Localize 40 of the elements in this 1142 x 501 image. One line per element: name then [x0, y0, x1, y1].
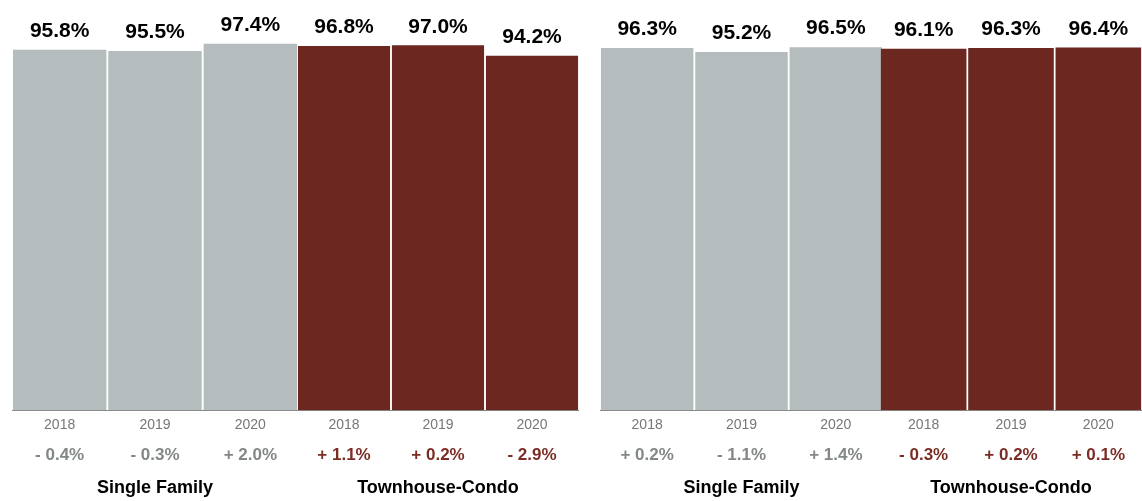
x-axis-title: Single Family: [683, 476, 800, 497]
x-tick-label: 2020: [1082, 416, 1115, 433]
data-label: 96.3%: [617, 16, 678, 40]
data-label: 95.5%: [125, 19, 186, 43]
text: + 2.0%: [223, 444, 278, 464]
text: - 0.4%: [35, 444, 85, 464]
text: - 1.1%: [716, 444, 767, 464]
text: + 0.2%: [620, 444, 674, 464]
data-label: 95.8%: [29, 18, 90, 42]
x-tick-label: 2019: [422, 416, 454, 433]
text: + 0.2%: [411, 444, 465, 464]
data-label: 96.4%: [1068, 15, 1129, 39]
data-label: 97.0%: [408, 13, 469, 37]
text: - 0.3%: [130, 444, 180, 464]
x-tick-label: 2018: [328, 416, 360, 433]
text: - 2.9%: [507, 444, 557, 464]
data-label: 96.5%: [806, 15, 866, 39]
x-axis-title: Single Family: [96, 476, 214, 497]
x-tick-label: 2020: [234, 416, 267, 433]
x-tick-label: 2019: [139, 416, 171, 433]
text: + 1.1%: [317, 444, 371, 464]
x-tick-label: 2020: [820, 416, 852, 433]
data-label: 96.8%: [314, 14, 375, 38]
x-tick-label: 2018: [908, 416, 940, 433]
x-axis-title: Townhouse-Condo: [930, 476, 1092, 497]
data-label: 96.3%: [981, 16, 1042, 40]
data-label: 95.2%: [711, 20, 772, 44]
data-label: 94.2%: [502, 24, 563, 48]
data-label: 96.1%: [893, 16, 954, 40]
text: + 0.1%: [1071, 444, 1126, 464]
text: + 0.2%: [984, 444, 1038, 464]
x-tick-label: 2019: [995, 416, 1027, 433]
text: + 1.4%: [809, 444, 863, 464]
x-tick-label: 2018: [631, 416, 663, 433]
x-tick-label: 2019: [725, 416, 758, 433]
x-tick-label: 2020: [516, 416, 548, 433]
text: - 0.3%: [899, 444, 949, 464]
x-tick-label: 2018: [44, 416, 76, 433]
x-axis-title: Townhouse-Condo: [357, 476, 519, 497]
data-label: 97.4%: [220, 12, 281, 36]
